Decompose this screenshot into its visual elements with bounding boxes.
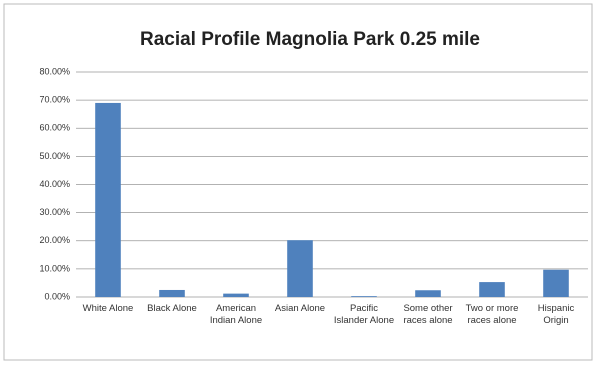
- bar: [223, 293, 249, 297]
- x-tick-label: Asian Alone: [274, 303, 326, 314]
- y-tick-label: 30.00%: [39, 207, 70, 217]
- x-tick-label: White Alone: [82, 303, 134, 314]
- bar: [351, 296, 377, 297]
- x-tick-label: Pacific Islander Alone: [333, 303, 395, 326]
- y-tick-label: 10.00%: [39, 263, 70, 273]
- y-tick-label: 20.00%: [39, 235, 70, 245]
- x-tick-label: Hispanic Origin: [537, 303, 575, 326]
- bar: [543, 269, 569, 297]
- y-tick-label: 50.00%: [39, 151, 70, 161]
- x-tick-label: American Indian Alone: [209, 303, 263, 326]
- x-tick-label: Some other races alone: [403, 303, 453, 326]
- y-tick-label: 70.00%: [39, 95, 70, 105]
- y-tick-label: 0.00%: [44, 291, 70, 301]
- bar: [415, 290, 441, 297]
- bar: [287, 240, 313, 297]
- x-tick-label: Two or more races alone: [465, 303, 519, 326]
- y-tick-label: 60.00%: [39, 123, 70, 133]
- bar: [95, 102, 121, 297]
- bar: [479, 282, 505, 297]
- y-tick-label: 40.00%: [39, 179, 70, 189]
- chart-title: Racial Profile Magnolia Park 0.25 mile: [140, 29, 480, 50]
- y-tick-label: 80.00%: [39, 66, 70, 76]
- x-tick-label: Black Alone: [147, 303, 197, 314]
- bar: [159, 289, 185, 297]
